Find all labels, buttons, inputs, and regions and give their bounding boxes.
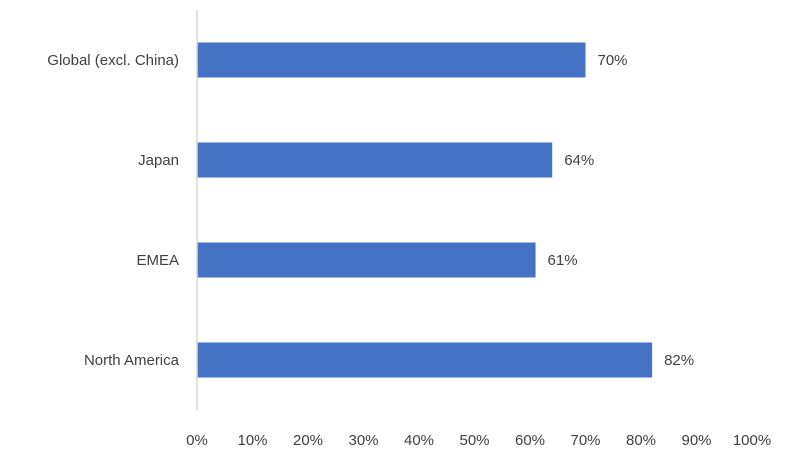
x-tick-label: 80% [626, 432, 656, 449]
x-tick-label: 90% [681, 432, 711, 449]
x-tick-label: 70% [570, 432, 600, 449]
x-tick-label: 50% [459, 432, 489, 449]
bar-value-label: 70% [598, 52, 628, 69]
category-label: Japan [138, 152, 179, 169]
x-tick-label: 20% [293, 432, 323, 449]
x-tick-label: 100% [733, 432, 771, 449]
x-tick-label: 0% [186, 432, 208, 449]
bar-value-label: 64% [564, 152, 594, 169]
category-label: Global (excl. China) [47, 52, 179, 69]
bars-group [197, 42, 653, 378]
x-tick-labels-group: 0% 10% 20% 30% 40% 50% 60% 70% 80% 90% 100% [186, 432, 771, 449]
x-tick-label: 10% [237, 432, 267, 449]
x-tick-label: 40% [404, 432, 434, 449]
x-tick-label: 60% [515, 432, 545, 449]
category-label: North America [84, 352, 180, 369]
category-labels-group: Global (excl. China) Japan EMEA North Ameri… [47, 52, 179, 369]
bar-value-label: 82% [664, 352, 694, 369]
data-labels-group: 70% 64% 61% 82% [548, 52, 695, 369]
bar [197, 142, 553, 178]
x-tick-label: 30% [348, 432, 378, 449]
bar [197, 42, 586, 78]
bar [197, 342, 653, 378]
bar-value-label: 61% [548, 252, 578, 269]
category-label: EMEA [136, 252, 179, 269]
bar [197, 242, 536, 278]
